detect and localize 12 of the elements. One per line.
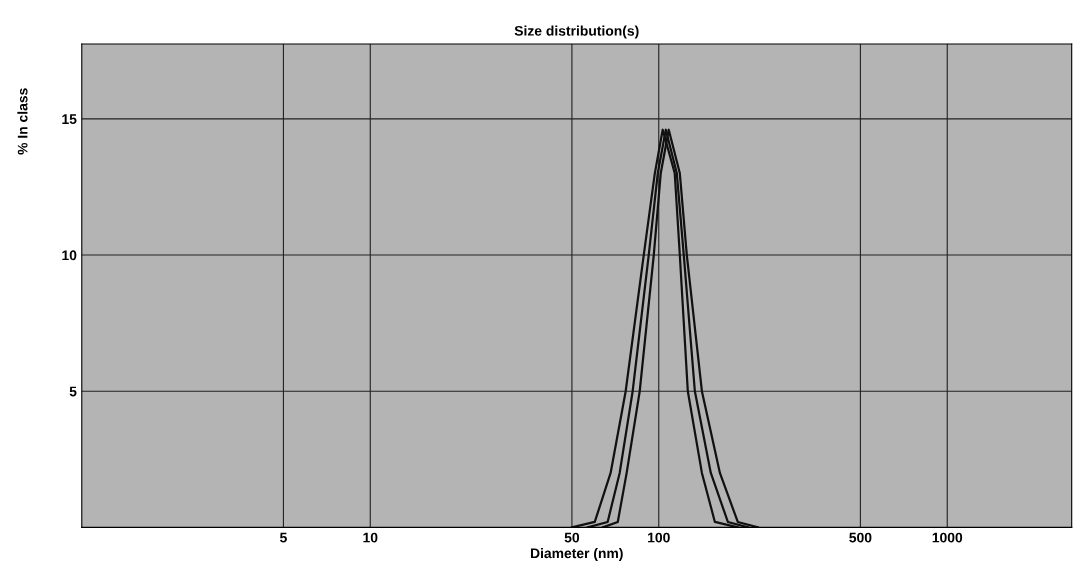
x-tick-label: 1000 (932, 532, 963, 543)
x-tick-label: 5 (279, 532, 287, 543)
x-tick-label: 100 (648, 532, 670, 543)
y-tick-label: 15 (62, 114, 77, 125)
y-axis-title: % In class (17, 88, 28, 155)
x-axis-title: Diameter (nm) (530, 547, 623, 561)
y-tick-label: 5 (69, 386, 77, 397)
x-tick-label: 500 (849, 532, 872, 543)
chart-title: Size distribution(s) (514, 25, 639, 39)
x-tick-label: 50 (564, 532, 580, 543)
x-tick-label: 10 (363, 532, 378, 543)
y-tick-label: 10 (62, 250, 77, 261)
